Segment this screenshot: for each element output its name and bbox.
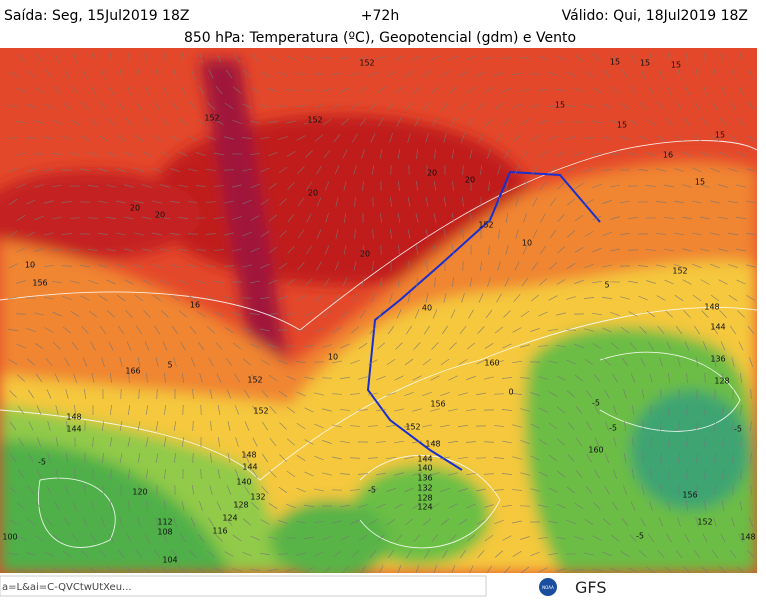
contour-label: -5: [368, 486, 376, 495]
contour-label: 152: [247, 376, 262, 385]
contour-label: 166: [125, 367, 140, 376]
contour-label: 156: [32, 279, 47, 288]
contour-label: 5: [604, 281, 609, 290]
url-text: a=L&ai=C-QVCtwUtXeu...: [2, 582, 132, 593]
contour-label: 144: [417, 455, 432, 464]
contour-label: 112: [157, 518, 172, 527]
contour-label: 136: [710, 355, 725, 364]
contour-label: 20: [155, 211, 165, 220]
contour-label: 120: [132, 488, 147, 497]
map-title: 850 hPa: Temperatura (ºC), Geopotencial …: [184, 30, 576, 46]
contour-label: 124: [222, 514, 237, 523]
contour-label: 152: [697, 518, 712, 527]
contour-label: 152: [307, 116, 322, 125]
contour-label: 152: [478, 221, 493, 230]
contour-label: 104: [162, 556, 177, 565]
noaa-logo-text: NOAA: [542, 585, 554, 590]
contour-label: 10: [25, 261, 35, 270]
contour-label: 156: [430, 400, 445, 409]
contour-label: 0: [508, 388, 513, 397]
contour-label: -5: [734, 425, 742, 434]
contour-label: 148: [425, 440, 440, 449]
contour-label: 140: [236, 478, 251, 487]
contour-label: -5: [636, 532, 644, 541]
contour-label: 148: [66, 413, 81, 422]
contour-label: 124: [417, 503, 432, 512]
contour-label: -5: [38, 458, 46, 467]
lead-time: +72h: [361, 8, 399, 24]
contour-label: 10: [328, 353, 338, 362]
contour-label: 15: [671, 61, 681, 70]
contour-label: 148: [241, 451, 256, 460]
contour-label: 15: [695, 178, 705, 187]
contour-label: 116: [212, 527, 227, 536]
contour-label: 160: [484, 359, 499, 368]
contour-label: 16: [663, 151, 673, 160]
contour-label: 160: [588, 446, 603, 455]
contour-label: 132: [250, 493, 265, 502]
contour-label: 152: [253, 407, 268, 416]
contour-label: 152: [405, 423, 420, 432]
valid-time: Válido: Qui, 18Jul2019 18Z: [562, 8, 748, 24]
contour-label: -5: [609, 424, 617, 433]
issued-time: Saída: Seg, 15Jul2019 18Z: [4, 8, 189, 24]
contour-label: 20: [130, 204, 140, 213]
contour-label: 128: [233, 501, 248, 510]
contour-label: 10: [522, 239, 532, 248]
contour-label: 20: [427, 169, 437, 178]
contour-label: 16: [190, 301, 200, 310]
contour-label: 108: [157, 528, 172, 537]
contour-label: 152: [672, 267, 687, 276]
contour-label: 40: [422, 304, 432, 313]
margin: [757, 48, 766, 573]
contour-label: 15: [617, 121, 627, 130]
contour-label: 15: [555, 101, 565, 110]
contour-label: 140: [417, 464, 432, 473]
contour-label: 132: [417, 484, 432, 493]
model-name: GFS: [575, 578, 606, 597]
contour-label: 100: [2, 533, 17, 542]
contour-label: 15: [715, 131, 725, 140]
contour-label: 152: [204, 114, 219, 123]
contour-label: 20: [360, 250, 370, 259]
contour-label: 15: [610, 58, 620, 67]
contour-label: 128: [714, 377, 729, 386]
contour-label: 5: [167, 361, 172, 370]
contour-label: 156: [682, 491, 697, 500]
contour-label: 144: [710, 323, 725, 332]
contour-label: 15: [640, 59, 650, 68]
contour-label: 20: [308, 189, 318, 198]
contour-label: -5: [592, 399, 600, 408]
contour-label: 148: [704, 303, 719, 312]
contour-label: 20: [465, 176, 475, 185]
contour-label: 136: [417, 474, 432, 483]
contour-label: 144: [242, 463, 257, 472]
contour-label: 128: [417, 494, 432, 503]
contour-label: 148: [740, 533, 755, 542]
contour-label: 144: [66, 425, 81, 434]
contour-label: 152: [359, 59, 374, 68]
